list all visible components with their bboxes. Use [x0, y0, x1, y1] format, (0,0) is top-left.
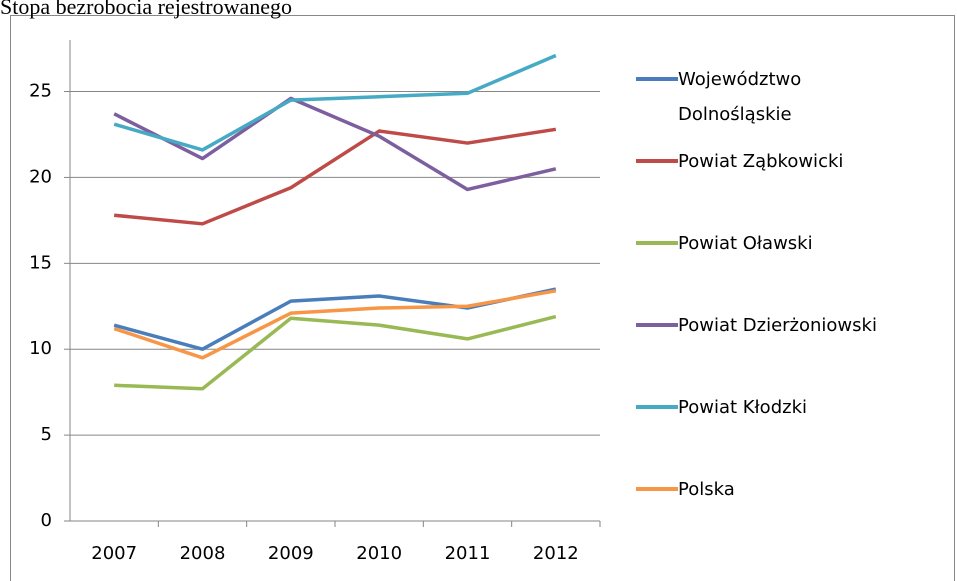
y-tick-label: 20	[29, 166, 52, 187]
chart-title: Stopa bezrobocia rejestrowanego	[0, 0, 292, 19]
legend-label: Powiat Kłodzki	[678, 397, 807, 418]
series-line	[113, 96, 557, 192]
legend-swatch	[636, 159, 678, 163]
x-tick-label: 2011	[445, 543, 491, 564]
legend-swatch	[636, 487, 678, 491]
x-tick-label: 2007	[91, 543, 137, 564]
x-tick-label: 2009	[268, 543, 314, 564]
legend-swatch	[636, 77, 678, 81]
legend-swatch	[636, 405, 678, 409]
legend-swatch	[636, 323, 678, 327]
legend-label: Powiat Oławski	[678, 233, 813, 254]
legend-item: Powiat Kłodzki	[636, 390, 936, 472]
legend-label: Województwo Dolnośląskie	[678, 69, 802, 125]
y-tick-label: 5	[41, 424, 52, 445]
x-tick-label: 2012	[533, 543, 579, 564]
legend-label: Powiat Dzierżoniowski	[678, 315, 877, 336]
legend: Województwo Dolnośląskie Powiat Ząbkowick…	[636, 62, 936, 554]
series-line	[113, 289, 557, 360]
legend-swatch	[636, 241, 678, 245]
series-line	[113, 287, 557, 351]
series-line	[113, 53, 557, 152]
series-line	[114, 314, 557, 391]
y-tick-label: 0	[41, 510, 52, 531]
legend-item: Polska	[636, 472, 936, 554]
legend-item: Powiat Dzierżoniowski	[636, 308, 936, 390]
y-tick-label: 15	[29, 252, 52, 273]
x-tick-label: 2008	[180, 543, 226, 564]
y-tick-label: 10	[29, 338, 52, 359]
series-line	[113, 127, 557, 226]
legend-item: Województwo Dolnośląskie	[636, 62, 936, 144]
legend-label: Polska	[678, 479, 735, 500]
legend-label: Powiat Ząbkowicki	[678, 151, 844, 172]
x-tick-label: 2010	[356, 543, 402, 564]
legend-item: Powiat Ząbkowicki	[636, 144, 936, 226]
y-tick-label: 25	[29, 81, 52, 102]
chart-border	[10, 15, 955, 581]
legend-item: Powiat Oławski	[636, 226, 936, 308]
